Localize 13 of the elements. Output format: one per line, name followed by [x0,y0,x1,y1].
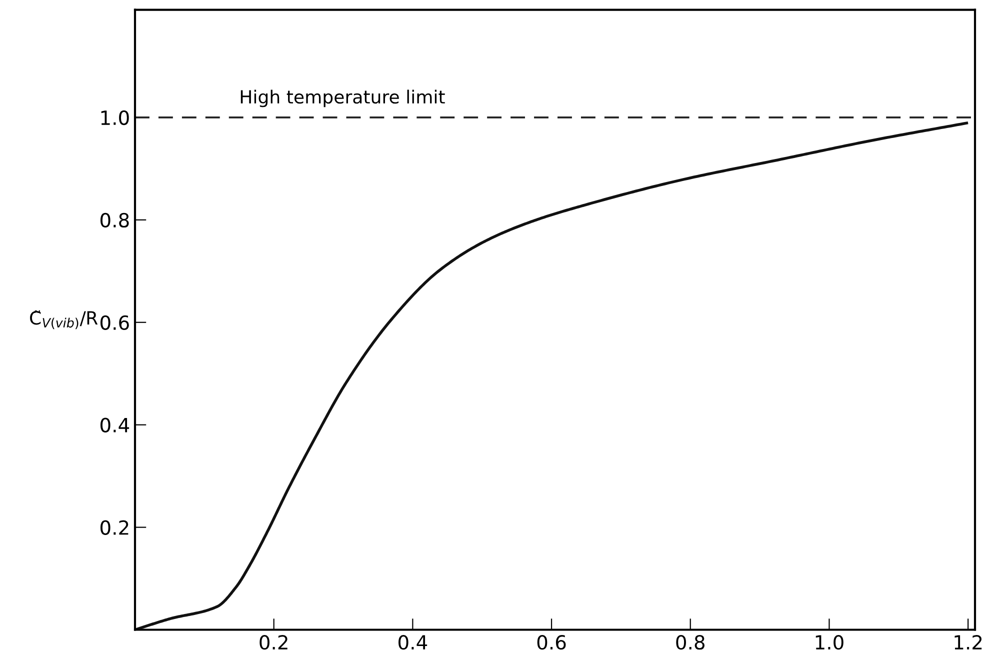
y-tick-label: 0.6 [100,315,129,330]
x-tick-label: 0.4 [398,634,428,650]
y-tick-label: 0.8 [100,212,129,228]
y-tick-label: 0.4 [100,418,130,432]
x-tick-label: 0.8 [676,634,705,650]
y-axis-title: C̃$_{V(vib)}$/R [30,310,98,330]
x-tick-label: 1.0 [816,634,844,650]
ref-line-label: High temperature limit [240,90,445,108]
y-tick-label: 0.2 [100,520,128,535]
x-tick-label: 0.6 [537,634,566,650]
x-tick-label: 1.2 [954,634,982,650]
x-tick-label: 0.2 [260,634,288,650]
y-tick-label: 1.0 [101,110,129,126]
